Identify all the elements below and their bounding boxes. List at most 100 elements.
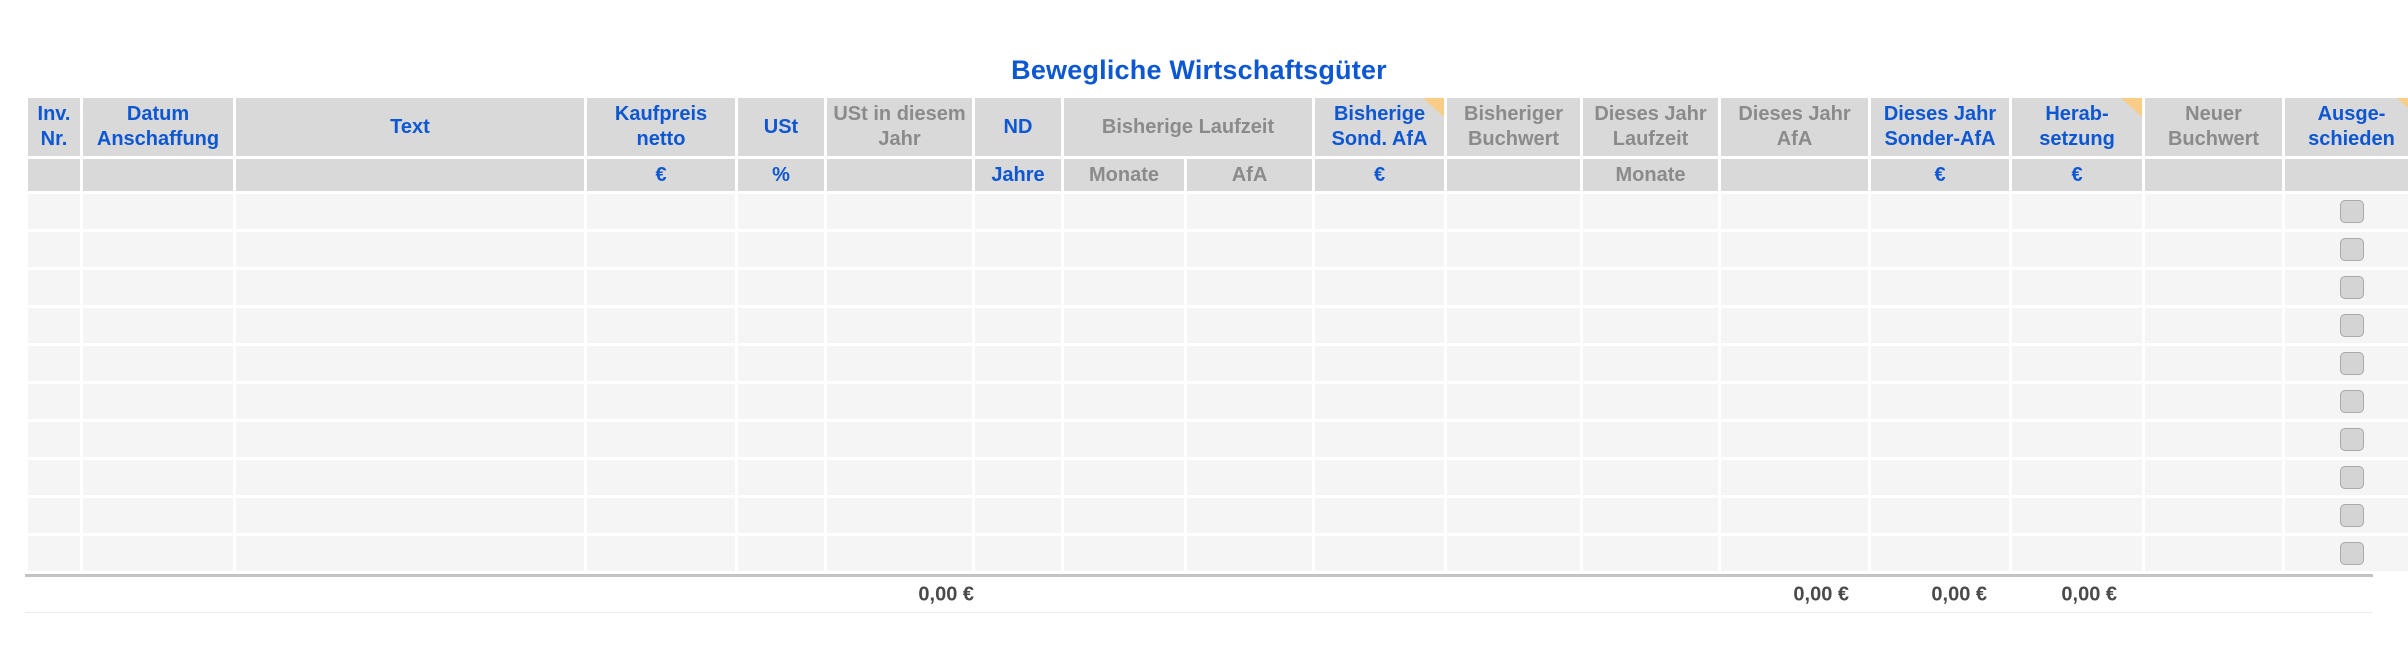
unit-kaufpreis-netto[interactable]: €	[587, 159, 735, 191]
cell-inv_nr[interactable]	[28, 232, 80, 267]
cell-dieses_jahr_afa[interactable]	[1721, 308, 1869, 343]
cell-bisherige_sond_afa[interactable]	[1315, 384, 1445, 419]
cell-ust_in_diesem_jahr[interactable]	[827, 346, 972, 381]
cell-neuer_buchwert[interactable]	[2145, 422, 2283, 457]
cell-bisherige_afa[interactable]	[1187, 384, 1313, 419]
cell-bisherige_sond_afa[interactable]	[1315, 232, 1445, 267]
cell-datum_anschaffung[interactable]	[83, 460, 233, 495]
cell-neuer_buchwert[interactable]	[2145, 232, 2283, 267]
unit-bisheriger-buchwert[interactable]	[1447, 159, 1581, 191]
cell-inv_nr[interactable]	[28, 194, 80, 229]
total-herabsetzung[interactable]: 0,00 €	[2061, 583, 2117, 605]
cell-text[interactable]	[236, 536, 584, 571]
cell-inv_nr[interactable]	[28, 270, 80, 305]
unit-herabsetzung[interactable]: €	[2012, 159, 2143, 191]
cell-text[interactable]	[236, 308, 584, 343]
ausgeschieden-checkbox[interactable]	[2339, 542, 2364, 565]
cell-herabsetzung[interactable]	[2012, 384, 2143, 419]
cell-bisherige_afa[interactable]	[1187, 422, 1313, 457]
cell-text[interactable]	[236, 346, 584, 381]
cell-ausgeschieden[interactable]	[2285, 384, 2408, 419]
header-kaufpreis-netto[interactable]: Kaufpreis netto	[587, 98, 735, 156]
cell-bisheriger_buchwert[interactable]	[1447, 422, 1581, 457]
cell-dieses_jahr_laufzeit[interactable]	[1583, 270, 1719, 305]
cell-bisherige_afa[interactable]	[1187, 536, 1313, 571]
unit-ust[interactable]: %	[738, 159, 824, 191]
cell-ust[interactable]	[738, 460, 824, 495]
cell-ausgeschieden[interactable]	[2285, 498, 2408, 533]
cell-nd[interactable]	[975, 422, 1061, 457]
cell-dieses_jahr_sonder_afa[interactable]	[1871, 384, 2010, 419]
cell-datum_anschaffung[interactable]	[83, 498, 233, 533]
ausgeschieden-checkbox[interactable]	[2339, 314, 2364, 337]
cell-ust[interactable]	[738, 194, 824, 229]
cell-ust[interactable]	[738, 384, 824, 419]
cell-dieses_jahr_afa[interactable]	[1721, 194, 1869, 229]
cell-bisherige_afa[interactable]	[1187, 498, 1313, 533]
cell-bisherige_afa[interactable]	[1187, 460, 1313, 495]
total-dieses-jahr-sonder-afa[interactable]: 0,00 €	[1931, 583, 1987, 605]
cell-dieses_jahr_sonder_afa[interactable]	[1871, 308, 2010, 343]
cell-text[interactable]	[236, 384, 584, 419]
cell-inv_nr[interactable]	[28, 422, 80, 457]
cell-kaufpreis_netto[interactable]	[587, 308, 735, 343]
cell-inv_nr[interactable]	[28, 498, 80, 533]
cell-ust_in_diesem_jahr[interactable]	[827, 232, 972, 267]
cell-herabsetzung[interactable]	[2012, 232, 2143, 267]
header-bisherige-laufzeit[interactable]: Bisherige Laufzeit	[1064, 98, 1313, 156]
cell-nd[interactable]	[975, 498, 1061, 533]
ausgeschieden-checkbox[interactable]	[2339, 428, 2364, 451]
cell-dieses_jahr_afa[interactable]	[1721, 384, 1869, 419]
header-ust[interactable]: USt	[738, 98, 824, 156]
cell-herabsetzung[interactable]	[2012, 536, 2143, 571]
cell-dieses_jahr_afa[interactable]	[1721, 460, 1869, 495]
cell-bisherige_monate[interactable]	[1064, 232, 1184, 267]
cell-datum_anschaffung[interactable]	[83, 422, 233, 457]
unit-nd[interactable]: Jahre	[975, 159, 1061, 191]
header-ust-in-diesem-jahr[interactable]: USt in diesem Jahr	[827, 98, 972, 156]
header-inv-nr[interactable]: Inv. Nr.	[28, 98, 80, 156]
cell-nd[interactable]	[975, 536, 1061, 571]
cell-ust_in_diesem_jahr[interactable]	[827, 384, 972, 419]
unit-bisherige-sond-afa[interactable]: €	[1315, 159, 1445, 191]
cell-bisherige_sond_afa[interactable]	[1315, 270, 1445, 305]
cell-dieses_jahr_sonder_afa[interactable]	[1871, 346, 2010, 381]
cell-inv_nr[interactable]	[28, 384, 80, 419]
header-bisherige-sond-afa[interactable]: Bisherige Sond. AfA	[1315, 98, 1445, 156]
cell-bisheriger_buchwert[interactable]	[1447, 498, 1581, 533]
cell-neuer_buchwert[interactable]	[2145, 346, 2283, 381]
unit-inv-nr[interactable]	[28, 159, 80, 191]
cell-herabsetzung[interactable]	[2012, 270, 2143, 305]
cell-neuer_buchwert[interactable]	[2145, 498, 2283, 533]
header-herabsetzung[interactable]: Herab-setzung	[2012, 98, 2143, 156]
header-dieses-jahr-laufzeit[interactable]: Dieses Jahr Laufzeit	[1583, 98, 1719, 156]
cell-dieses_jahr_laufzeit[interactable]	[1583, 308, 1719, 343]
cell-dieses_jahr_laufzeit[interactable]	[1583, 536, 1719, 571]
cell-bisheriger_buchwert[interactable]	[1447, 536, 1581, 571]
cell-datum_anschaffung[interactable]	[83, 270, 233, 305]
cell-kaufpreis_netto[interactable]	[587, 422, 735, 457]
ausgeschieden-checkbox[interactable]	[2339, 238, 2364, 261]
cell-bisherige_sond_afa[interactable]	[1315, 308, 1445, 343]
cell-inv_nr[interactable]	[28, 460, 80, 495]
cell-dieses_jahr_afa[interactable]	[1721, 232, 1869, 267]
unit-ust-in-diesem-jahr[interactable]	[827, 159, 972, 191]
cell-bisherige_afa[interactable]	[1187, 308, 1313, 343]
cell-dieses_jahr_sonder_afa[interactable]	[1871, 422, 2010, 457]
cell-bisherige_sond_afa[interactable]	[1315, 498, 1445, 533]
cell-bisheriger_buchwert[interactable]	[1447, 308, 1581, 343]
ausgeschieden-checkbox[interactable]	[2339, 352, 2364, 375]
cell-ausgeschieden[interactable]	[2285, 422, 2408, 457]
cell-ausgeschieden[interactable]	[2285, 460, 2408, 495]
cell-dieses_jahr_afa[interactable]	[1721, 536, 1869, 571]
cell-bisherige_afa[interactable]	[1187, 346, 1313, 381]
cell-kaufpreis_netto[interactable]	[587, 384, 735, 419]
cell-ust[interactable]	[738, 346, 824, 381]
unit-datum-anschaffung[interactable]	[83, 159, 233, 191]
cell-bisheriger_buchwert[interactable]	[1447, 194, 1581, 229]
cell-text[interactable]	[236, 460, 584, 495]
ausgeschieden-checkbox[interactable]	[2339, 466, 2364, 489]
cell-kaufpreis_netto[interactable]	[587, 498, 735, 533]
cell-text[interactable]	[236, 498, 584, 533]
unit-bisherige-monate[interactable]: Monate	[1064, 159, 1184, 191]
